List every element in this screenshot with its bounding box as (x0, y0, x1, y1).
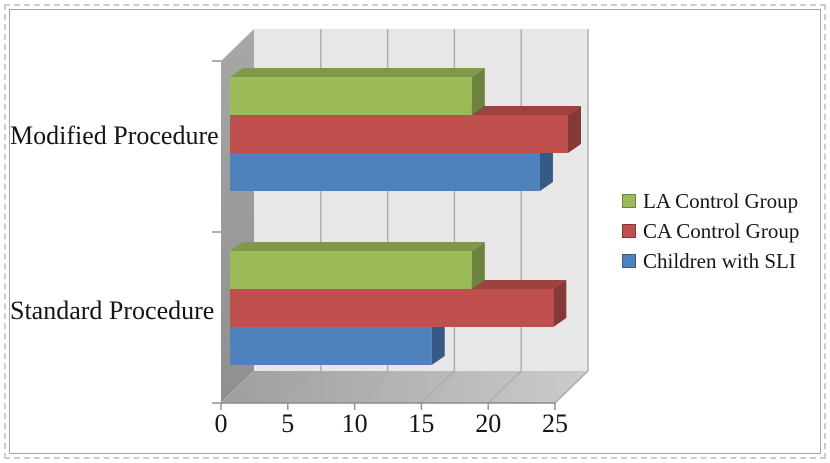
bar-modified-procedure-children-with-sli[interactable] (230, 153, 540, 191)
bar-standard-procedure-la-control-group[interactable] (230, 251, 472, 289)
legend-color-swatch-icon (622, 194, 636, 208)
x-axis-tick-label: 0 (214, 409, 228, 438)
legend-label: CA Control Group (643, 219, 800, 243)
x-axis-tick-label: 10 (341, 409, 368, 438)
floor-gridline (487, 370, 522, 404)
x-axis-tick-label: 15 (408, 409, 435, 438)
bar-standard-procedure-la-control-group-side-face (471, 242, 485, 289)
bar-standard-procedure-la-control-group-top-face (230, 242, 485, 251)
bar-standard-procedure-children-with-sli[interactable] (230, 327, 432, 365)
x-axis-tick-label: 25 (542, 409, 568, 438)
x-axis-tick-label: 5 (281, 409, 295, 438)
category-label-modified-procedure: Modified Procedure (10, 121, 219, 150)
floor-gridline (554, 370, 589, 404)
bar-modified-procedure-children-with-sli-side-face (539, 144, 553, 191)
legend-color-swatch-icon (622, 224, 636, 238)
floor-gridline (287, 370, 322, 404)
legend-color-swatch-icon (622, 254, 636, 268)
floor-gridline (354, 370, 389, 404)
legend-item-ca-control-group[interactable]: CA Control Group (622, 216, 799, 246)
floor-gridline (420, 370, 455, 404)
selection-dashed-border (4, 4, 826, 459)
x-axis-tick-label: 20 (475, 409, 502, 438)
bar-modified-procedure-la-control-group-top-face (230, 68, 485, 77)
bar-standard-procedure-children-with-sli-side-face (431, 318, 445, 365)
floor-gridline (220, 370, 255, 404)
chart-legend: LA Control Group CA Control Group Childr… (622, 186, 799, 276)
chart-frame-border (9, 9, 821, 454)
bar-modified-procedure-ca-control-group[interactable] (230, 115, 569, 153)
floor (221, 371, 588, 403)
category-label-standard-procedure: Standard Procedure (10, 296, 215, 325)
legend-label: Children with SLI (643, 249, 796, 273)
legend-item-children-with-sli[interactable]: Children with SLI (622, 246, 799, 276)
bar-modified-procedure-ca-control-group-side-face (568, 106, 582, 153)
bar-standard-procedure-ca-control-group-side-face (553, 280, 567, 327)
legend-label: LA Control Group (643, 189, 799, 213)
legend-item-la-control-group[interactable]: LA Control Group (622, 186, 799, 216)
bar-standard-procedure-ca-control-group[interactable] (230, 289, 554, 327)
bar-modified-procedure-la-control-group-side-face (471, 68, 485, 115)
bar-modified-procedure-la-control-group[interactable] (230, 77, 472, 115)
